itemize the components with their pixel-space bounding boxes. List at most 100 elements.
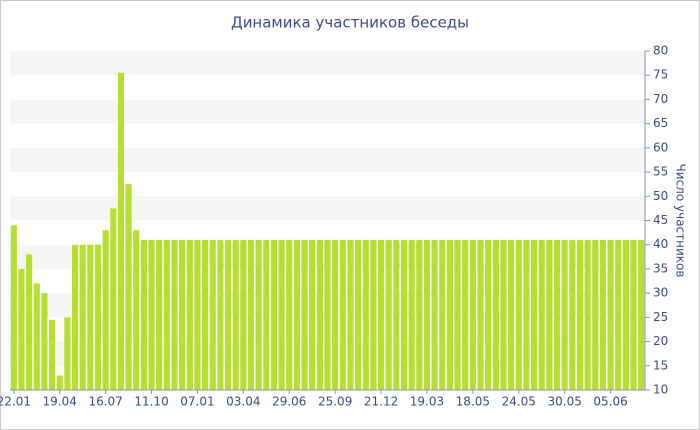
y-tick-label: 15	[653, 358, 668, 372]
bar	[431, 239, 438, 390]
bar	[347, 239, 354, 390]
y-tick-label: 10	[653, 383, 668, 397]
bar	[71, 244, 79, 390]
bar	[500, 239, 507, 390]
x-tick-label: 07.01	[180, 395, 214, 409]
bar	[370, 239, 377, 390]
y-tick-label: 60	[653, 140, 668, 154]
y-tick-label: 50	[653, 189, 668, 203]
bar	[293, 239, 300, 390]
bar	[599, 239, 606, 390]
grid-band	[10, 99, 645, 124]
bar	[240, 239, 247, 390]
bar	[202, 239, 209, 390]
x-tick-label: 11.10	[134, 395, 168, 409]
bar	[179, 239, 186, 390]
bar	[49, 319, 56, 390]
y-tick-label: 65	[653, 116, 668, 130]
bar	[10, 225, 17, 390]
y-tick-label: 80	[653, 44, 668, 58]
x-tick-label: 21.12	[364, 395, 398, 409]
grid-band	[10, 51, 645, 76]
bar	[247, 239, 255, 390]
x-tick-label: 05.06	[593, 395, 627, 409]
bar	[355, 239, 362, 390]
bar	[469, 239, 476, 390]
bar	[576, 239, 584, 390]
bar	[316, 239, 323, 390]
y-tick-label: 30	[653, 286, 668, 300]
bar	[133, 230, 140, 390]
bar	[270, 239, 278, 390]
y-tick-label: 40	[653, 237, 668, 251]
x-tick-label: 19.04	[43, 395, 77, 409]
bar	[393, 239, 400, 390]
y-tick-label: 35	[653, 261, 668, 275]
bar	[538, 239, 545, 390]
bar	[553, 239, 561, 390]
chart-title: Динамика участников беседы	[231, 14, 469, 32]
x-tick-label: 16.07	[88, 395, 122, 409]
bar	[477, 239, 484, 390]
bar	[286, 239, 293, 390]
bar	[607, 239, 614, 390]
bar	[615, 239, 622, 390]
bar	[332, 239, 339, 390]
bar	[309, 239, 316, 390]
bar	[531, 239, 538, 390]
y-tick-label: 45	[653, 213, 668, 227]
bar	[523, 239, 530, 390]
bar	[630, 239, 637, 390]
bar	[301, 239, 308, 390]
bar	[79, 244, 86, 390]
bar	[194, 239, 201, 390]
bar	[492, 239, 499, 390]
x-tick-label: 19.03	[410, 395, 444, 409]
bar	[117, 72, 124, 391]
bar	[324, 239, 331, 390]
bar	[255, 239, 262, 390]
bar	[408, 239, 415, 390]
bar	[515, 239, 522, 390]
y-tick-label: 75	[653, 68, 668, 82]
bar	[18, 268, 25, 390]
bar	[102, 230, 109, 390]
bar	[125, 184, 132, 390]
y-tick-label: 55	[653, 165, 668, 179]
bar	[41, 293, 48, 390]
bar	[148, 239, 155, 390]
grid-band	[10, 196, 645, 221]
bar	[377, 239, 385, 390]
bar	[26, 254, 33, 390]
bar	[439, 239, 446, 390]
bar	[209, 239, 216, 390]
x-tick-label: 25.09	[318, 395, 352, 409]
y-tick-label: 70	[653, 92, 668, 106]
bar	[485, 239, 492, 390]
bar	[87, 244, 94, 390]
x-tick-label: 30.05	[547, 395, 581, 409]
bar	[94, 244, 102, 390]
bar	[638, 239, 645, 390]
bar	[561, 239, 568, 390]
y-axis-label: Число участников	[674, 164, 688, 278]
bar	[569, 239, 576, 390]
bar	[64, 317, 71, 390]
bar	[163, 239, 170, 390]
bar	[278, 239, 285, 390]
x-tick-label: 18.05	[456, 395, 490, 409]
bar	[546, 239, 553, 390]
bar	[339, 239, 346, 390]
bar	[400, 239, 408, 390]
bar	[110, 208, 117, 390]
x-tick-label: 29.06	[272, 395, 306, 409]
x-tick-label: 24.05	[502, 395, 536, 409]
bar	[224, 239, 232, 390]
bar	[508, 239, 515, 390]
bar	[156, 239, 163, 390]
x-tick-label: 03.04	[226, 395, 260, 409]
bar	[217, 239, 224, 390]
bar	[263, 239, 270, 390]
x-tick-label: 22.01	[0, 395, 31, 409]
